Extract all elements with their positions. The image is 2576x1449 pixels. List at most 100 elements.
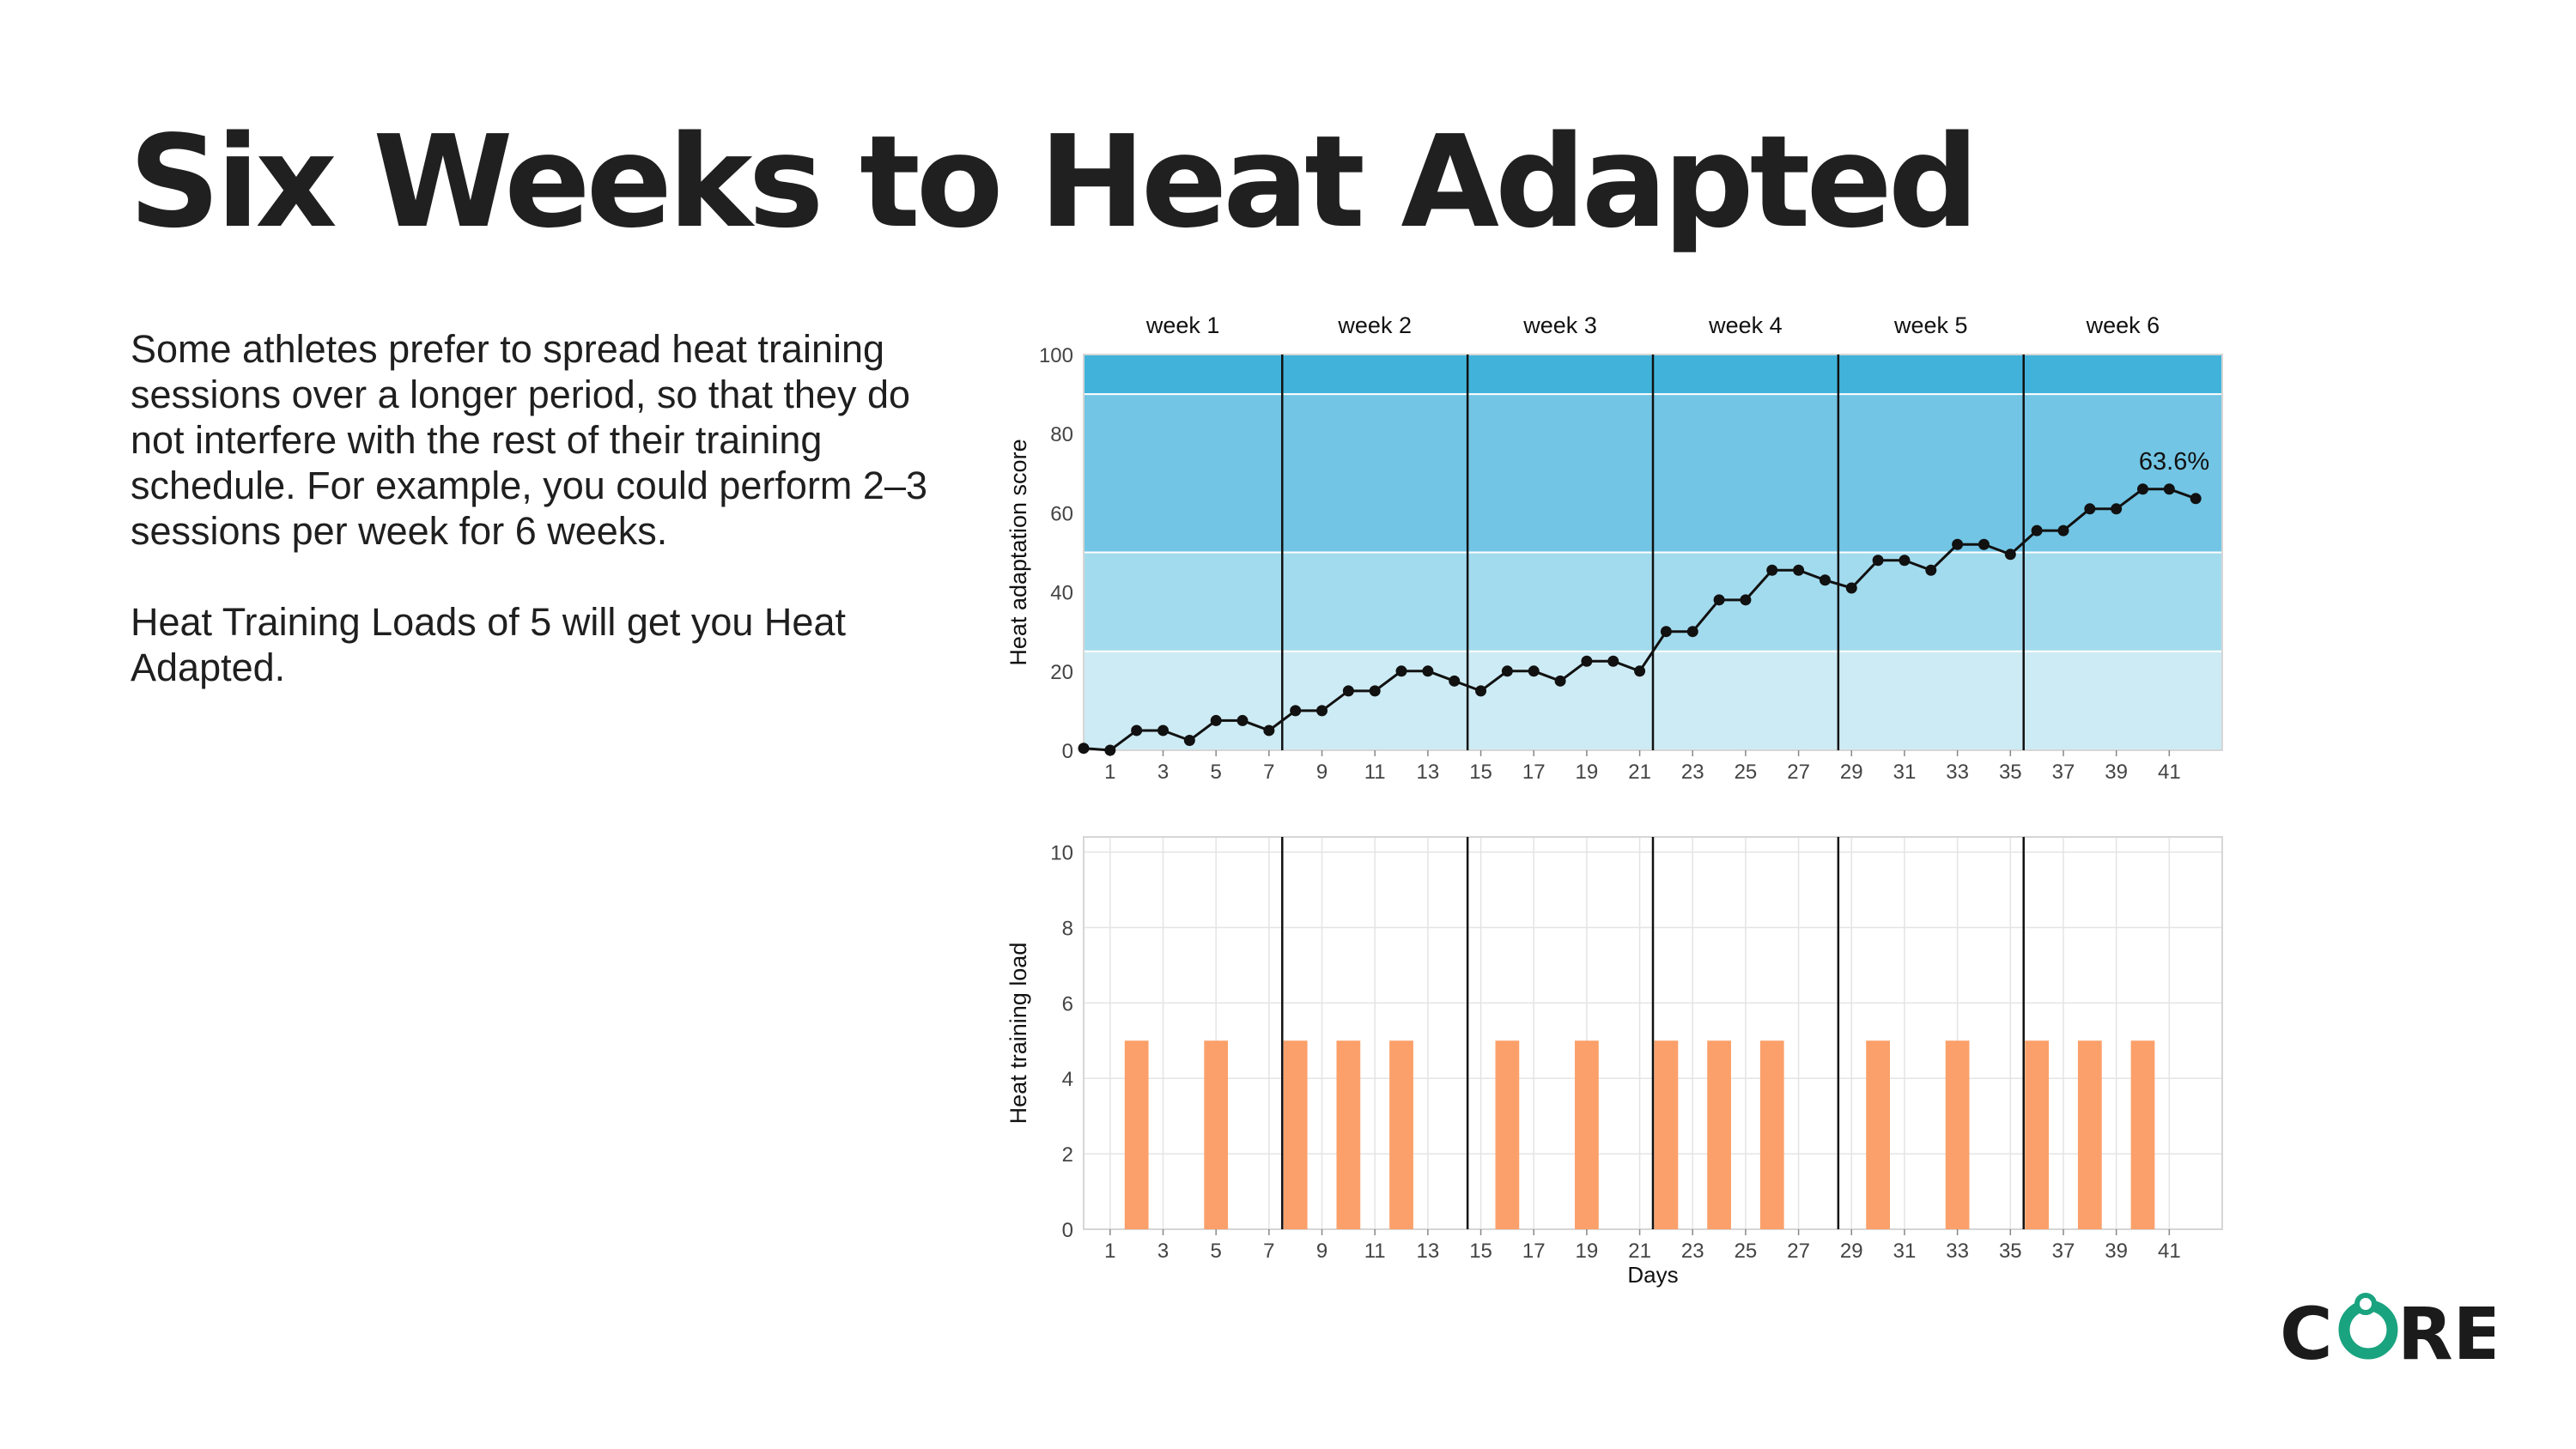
data-point (1263, 724, 1275, 737)
x-tick-label: 13 (1417, 1240, 1440, 1263)
x-axis-label: Days (1627, 1262, 1678, 1288)
bar (1707, 1040, 1731, 1229)
data-point (1290, 705, 1302, 717)
week-label: week 2 (1337, 312, 1412, 338)
data-point (1131, 724, 1143, 737)
logo-dot-icon (2354, 1293, 2377, 1315)
bar (1654, 1040, 1679, 1229)
body-paragraph-2: Heat Training Loads of 5 will get you He… (131, 600, 846, 689)
x-tick-label: 33 (1946, 1240, 1969, 1263)
x-tick-label: 3 (1157, 761, 1169, 784)
week-label: week 5 (1893, 312, 1968, 338)
y-tick-label: 80 (1050, 423, 1073, 446)
week-label: week 4 (1708, 312, 1783, 338)
x-tick-label: 19 (1576, 761, 1599, 784)
x-tick-label: 35 (1999, 761, 2022, 784)
data-point (1422, 665, 1434, 677)
bar (1204, 1040, 1229, 1229)
bar (1866, 1040, 1890, 1229)
data-point (1899, 555, 1911, 567)
bar (1389, 1040, 1413, 1229)
data-point (2084, 503, 2096, 515)
data-point (1369, 685, 1381, 697)
data-point (1845, 582, 1857, 594)
x-tick-label: 11 (1364, 1240, 1386, 1263)
data-point (1766, 564, 1778, 576)
bar (2025, 1040, 2050, 1229)
x-tick-label: 15 (1469, 1240, 1492, 1263)
x-tick-label: 37 (2052, 1240, 2075, 1263)
x-tick-label: 37 (2052, 761, 2075, 784)
body-text: Some athletes prefer to spread heat trai… (131, 326, 946, 690)
y-tick-label: 2 (1062, 1143, 1073, 1167)
x-tick-label: 1 (1104, 761, 1115, 784)
data-point (1978, 538, 1990, 550)
data-point (1554, 675, 1566, 687)
data-point (1316, 705, 1328, 717)
x-tick-label: 11 (1364, 761, 1386, 784)
core-logo: C RE (2280, 1292, 2494, 1367)
y-tick-label: 20 (1050, 661, 1073, 684)
data-point (1236, 714, 1249, 726)
data-point (1449, 675, 1461, 687)
week-label: week 3 (1522, 312, 1597, 338)
data-point (1713, 594, 1725, 606)
data-point (2190, 493, 2202, 505)
logo-text-c: C (2280, 1292, 2333, 1367)
data-point (2057, 524, 2069, 537)
x-tick-label: 29 (1840, 1240, 1863, 1263)
x-tick-label: 1 (1104, 1240, 1115, 1263)
x-tick-label: 35 (1999, 1240, 2022, 1263)
x-tick-label: 9 (1316, 1240, 1327, 1263)
slide-title: Six Weeks to Heat Adapted (129, 108, 1979, 256)
x-tick-label: 17 (1522, 1240, 1546, 1263)
x-tick-label: 41 (2158, 1240, 2181, 1263)
data-point (1078, 743, 1090, 755)
x-tick-label: 31 (1893, 761, 1917, 784)
week-label: week 1 (1145, 312, 1220, 338)
data-point (2136, 483, 2148, 495)
week-label: week 6 (2086, 312, 2160, 338)
data-point (1952, 538, 1964, 550)
data-point (1104, 744, 1116, 756)
y-axis-label: Heat adaptation score (1005, 439, 1031, 665)
data-point (1183, 734, 1195, 746)
final-value-annotation: 63.6% (2139, 448, 2209, 476)
bar (1945, 1040, 1970, 1229)
data-point (1475, 685, 1487, 697)
data-point (2111, 503, 2123, 515)
data-point (1157, 724, 1170, 737)
x-tick-label: 5 (1211, 761, 1222, 784)
y-tick-label: 4 (1062, 1068, 1073, 1091)
x-tick-label: 39 (2105, 761, 2128, 784)
data-point (1819, 574, 1831, 586)
x-tick-label: 41 (2158, 761, 2181, 784)
bar (1124, 1040, 1149, 1229)
y-tick-label: 10 (1050, 842, 1073, 865)
x-tick-label: 25 (1735, 1240, 1758, 1263)
x-tick-label: 29 (1840, 761, 1863, 784)
data-point (1872, 555, 1884, 567)
x-tick-label: 23 (1681, 1240, 1704, 1263)
x-tick-label: 39 (2105, 1240, 2128, 1263)
bar (1495, 1040, 1520, 1229)
data-point (1581, 655, 1593, 667)
body-paragraph-1: Some athletes prefer to spread heat trai… (131, 327, 927, 553)
x-tick-label: 21 (1628, 1240, 1651, 1263)
data-point (1686, 626, 1698, 638)
x-tick-label: 5 (1211, 1240, 1222, 1263)
data-point (1395, 665, 1407, 677)
data-point (1634, 665, 1646, 677)
x-tick-label: 3 (1157, 1240, 1169, 1263)
data-point (1501, 665, 1513, 677)
data-point (1528, 665, 1540, 677)
data-point (1607, 655, 1619, 667)
x-tick-label: 13 (1417, 761, 1440, 784)
y-tick-label: 8 (1062, 917, 1073, 940)
data-point (1925, 564, 1937, 576)
bar (1283, 1040, 1308, 1229)
y-tick-label: 6 (1062, 992, 1073, 1016)
y-axis-label: Heat training load (1005, 943, 1031, 1125)
